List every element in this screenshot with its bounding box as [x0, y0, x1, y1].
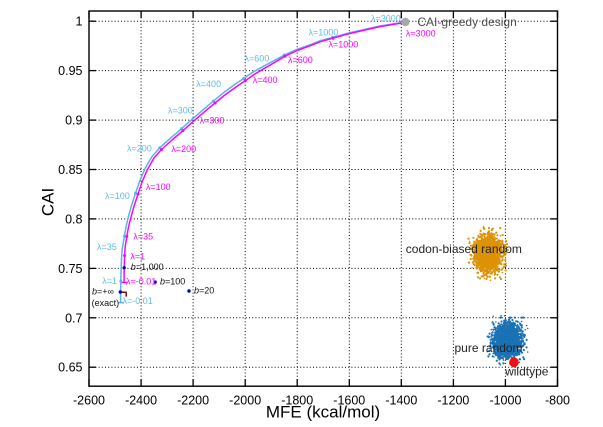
svg-text:CAI-greedy design: CAI-greedy design [417, 15, 516, 29]
svg-text:λ=100: λ=100 [105, 191, 130, 201]
svg-text:λ=100: λ=100 [146, 182, 171, 192]
svg-text:λ=300: λ=300 [168, 106, 193, 116]
svg-text:0.7: 0.7 [65, 311, 82, 325]
svg-text:1: 1 [76, 15, 83, 29]
svg-text:-800: -800 [545, 394, 570, 408]
svg-text:-2200: -2200 [177, 394, 209, 408]
svg-text:λ=1000: λ=1000 [309, 28, 339, 38]
svg-text:wildtype: wildtype [504, 365, 549, 379]
svg-text:λ=600: λ=600 [245, 54, 270, 64]
svg-text:b=+∞: b=+∞ [92, 287, 114, 297]
svg-text:b=100: b=100 [160, 276, 185, 286]
svg-text:λ=1: λ=1 [130, 252, 145, 262]
svg-text:-1600: -1600 [333, 394, 365, 408]
svg-text:λ=400: λ=400 [196, 79, 221, 89]
svg-text:λ=200: λ=200 [171, 144, 196, 154]
svg-text:λ=300: λ=300 [200, 116, 225, 126]
svg-text:codon-biased random: codon-biased random [406, 242, 522, 256]
svg-text:MFE (kcal/mol): MFE (kcal/mol) [266, 403, 380, 422]
svg-text:0.75: 0.75 [58, 262, 82, 276]
svg-text:b=20: b=20 [194, 286, 214, 296]
svg-text:-2400: -2400 [125, 394, 157, 408]
svg-text:0.85: 0.85 [58, 163, 82, 177]
svg-text:λ=3000: λ=3000 [371, 14, 401, 24]
svg-text:λ=600: λ=600 [288, 55, 313, 65]
svg-text:(exact): (exact) [92, 298, 120, 308]
svg-text:λ=1: λ=1 [102, 276, 117, 286]
svg-text:λ=-0.01: λ=-0.01 [123, 296, 153, 306]
svg-text:λ=35: λ=35 [97, 242, 117, 252]
svg-text:λ=200: λ=200 [127, 144, 152, 154]
svg-text:-1000: -1000 [489, 394, 521, 408]
svg-text:pure random: pure random [455, 341, 523, 355]
svg-text:-1400: -1400 [385, 394, 417, 408]
svg-text:CAI: CAI [39, 188, 58, 216]
svg-text:λ=400: λ=400 [253, 75, 278, 85]
svg-text:-2000: -2000 [229, 394, 261, 408]
svg-text:λ=35: λ=35 [133, 232, 153, 242]
svg-text:0.8: 0.8 [65, 212, 82, 226]
svg-text:-2600: -2600 [73, 394, 105, 408]
svg-text:b=1,000: b=1,000 [131, 262, 164, 272]
svg-text:0.65: 0.65 [58, 361, 82, 375]
svg-text:λ=3000: λ=3000 [406, 28, 436, 38]
svg-text:-1200: -1200 [437, 394, 469, 408]
svg-text:-1800: -1800 [281, 394, 313, 408]
svg-text:λ=-0.01: λ=-0.01 [126, 277, 156, 287]
svg-text:λ=1000: λ=1000 [329, 39, 359, 49]
svg-text:0.9: 0.9 [65, 114, 82, 128]
svg-text:0.95: 0.95 [58, 64, 82, 78]
